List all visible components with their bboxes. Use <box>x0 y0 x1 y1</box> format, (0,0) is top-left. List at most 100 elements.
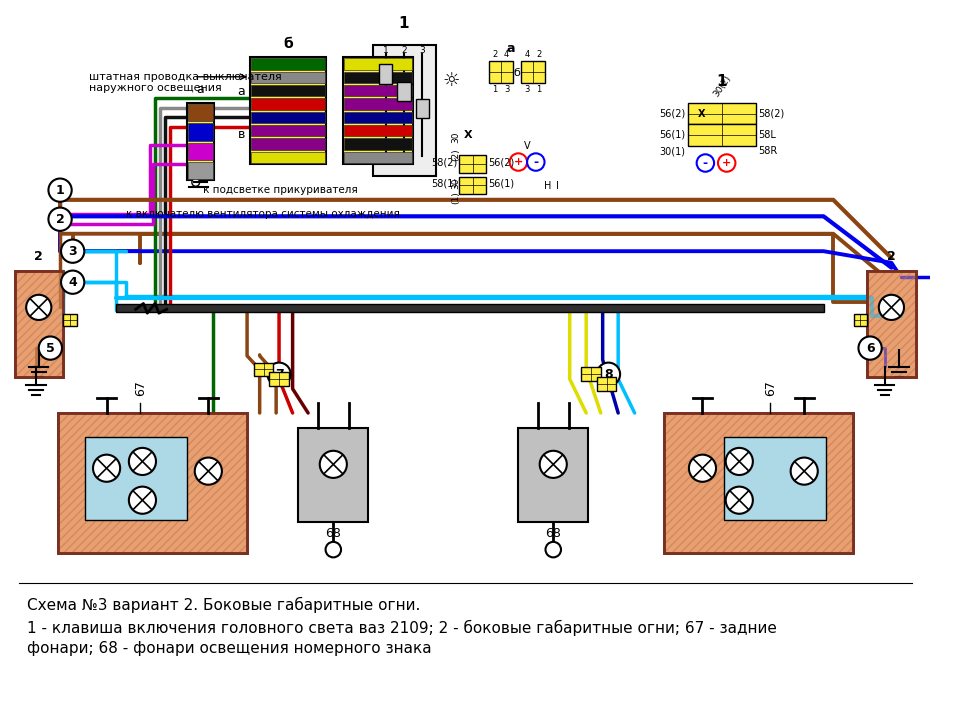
Bar <box>867 271 916 377</box>
Text: H: H <box>543 182 551 191</box>
Circle shape <box>689 455 716 482</box>
Circle shape <box>48 207 72 231</box>
Bar <box>251 151 324 163</box>
Bar <box>63 314 77 326</box>
Circle shape <box>718 154 735 172</box>
Bar <box>518 428 588 522</box>
Text: 4: 4 <box>504 50 510 60</box>
Text: +: + <box>722 158 732 168</box>
Text: -: - <box>703 156 708 170</box>
Circle shape <box>697 154 714 172</box>
Text: 2: 2 <box>536 50 541 60</box>
Circle shape <box>545 542 561 557</box>
Bar <box>344 138 412 150</box>
Text: 68: 68 <box>325 527 341 540</box>
Circle shape <box>61 271 84 294</box>
Text: Схема №3 вариант 2. Боковые габаритные огни.: Схема №3 вариант 2. Боковые габаритные о… <box>27 597 420 613</box>
Circle shape <box>38 336 62 360</box>
Text: (2): (2) <box>451 148 460 161</box>
Text: -: - <box>533 156 539 168</box>
Text: к подсветке прикуривателя: к подсветке прикуривателя <box>204 185 358 195</box>
Bar <box>344 125 412 137</box>
Bar <box>379 64 393 83</box>
Text: 30(1): 30(1) <box>659 147 685 156</box>
Bar <box>188 123 213 141</box>
Text: 67: 67 <box>134 380 147 395</box>
Bar <box>250 57 325 164</box>
Text: 7: 7 <box>275 368 283 381</box>
Circle shape <box>858 336 881 360</box>
Text: 3: 3 <box>504 85 510 93</box>
Text: б: б <box>513 68 520 78</box>
Bar <box>344 98 412 110</box>
Bar <box>251 72 324 83</box>
Text: V: V <box>524 142 531 151</box>
Bar <box>663 413 852 554</box>
Text: 6: 6 <box>866 341 875 355</box>
Text: 30: 30 <box>451 177 460 189</box>
Circle shape <box>320 451 347 478</box>
Text: 1: 1 <box>56 184 64 197</box>
Bar <box>521 61 544 83</box>
Circle shape <box>597 362 620 386</box>
Text: а: а <box>506 43 515 55</box>
Bar <box>59 413 247 554</box>
Bar <box>251 98 324 110</box>
Bar <box>251 58 324 70</box>
Bar <box>373 45 436 176</box>
Circle shape <box>878 295 904 320</box>
Text: 1 - клавиша включения головного света ваз 2109; 2 - боковые габаритные огни; 67 : 1 - клавиша включения головного света ва… <box>27 620 777 636</box>
Text: 4: 4 <box>68 275 77 289</box>
Bar <box>14 271 63 377</box>
Circle shape <box>195 458 222 484</box>
Circle shape <box>510 154 527 171</box>
Bar <box>14 271 63 377</box>
Text: 56(2): 56(2) <box>489 157 515 167</box>
Circle shape <box>791 458 818 484</box>
Text: 2: 2 <box>887 250 896 263</box>
Text: 58(2): 58(2) <box>758 109 785 118</box>
Bar <box>663 413 852 554</box>
Bar <box>251 138 324 150</box>
Circle shape <box>48 179 72 202</box>
Bar <box>397 81 411 101</box>
Text: штатная проводка выключателя: штатная проводка выключателя <box>89 72 282 82</box>
Circle shape <box>93 455 120 482</box>
Bar <box>724 437 826 519</box>
Bar <box>251 125 324 137</box>
Text: в: в <box>238 128 245 142</box>
Bar <box>582 367 601 381</box>
Circle shape <box>192 179 200 186</box>
Text: 67: 67 <box>764 380 777 395</box>
Text: 58(1): 58(1) <box>431 178 457 189</box>
Bar <box>187 103 214 180</box>
Text: 1: 1 <box>383 46 389 55</box>
Bar <box>490 61 513 83</box>
Bar <box>688 103 756 124</box>
Text: 1: 1 <box>398 16 409 32</box>
Bar <box>344 85 412 97</box>
Text: 58(2): 58(2) <box>431 157 457 167</box>
Text: к включателю вентилятора системы охлаждения: к включателю вентилятора системы охлажде… <box>126 210 399 219</box>
Text: б: б <box>283 36 293 50</box>
Text: 3: 3 <box>420 46 425 55</box>
Bar <box>344 72 412 83</box>
Bar <box>188 104 213 121</box>
Text: 1: 1 <box>536 85 541 93</box>
Text: 1: 1 <box>716 74 727 89</box>
Text: наружного освещения: наружного освещения <box>89 83 222 93</box>
Bar <box>188 143 213 160</box>
Bar <box>251 85 324 97</box>
Text: а: а <box>237 85 245 98</box>
Bar <box>867 271 916 377</box>
Bar <box>867 271 916 377</box>
Circle shape <box>726 486 753 514</box>
Text: 56(1): 56(1) <box>489 178 515 189</box>
Circle shape <box>129 448 156 475</box>
Bar <box>299 428 369 522</box>
Text: 58L: 58L <box>758 130 777 140</box>
Text: 4: 4 <box>524 50 530 60</box>
Bar <box>597 377 616 390</box>
Bar <box>343 57 413 164</box>
Bar <box>459 177 487 194</box>
